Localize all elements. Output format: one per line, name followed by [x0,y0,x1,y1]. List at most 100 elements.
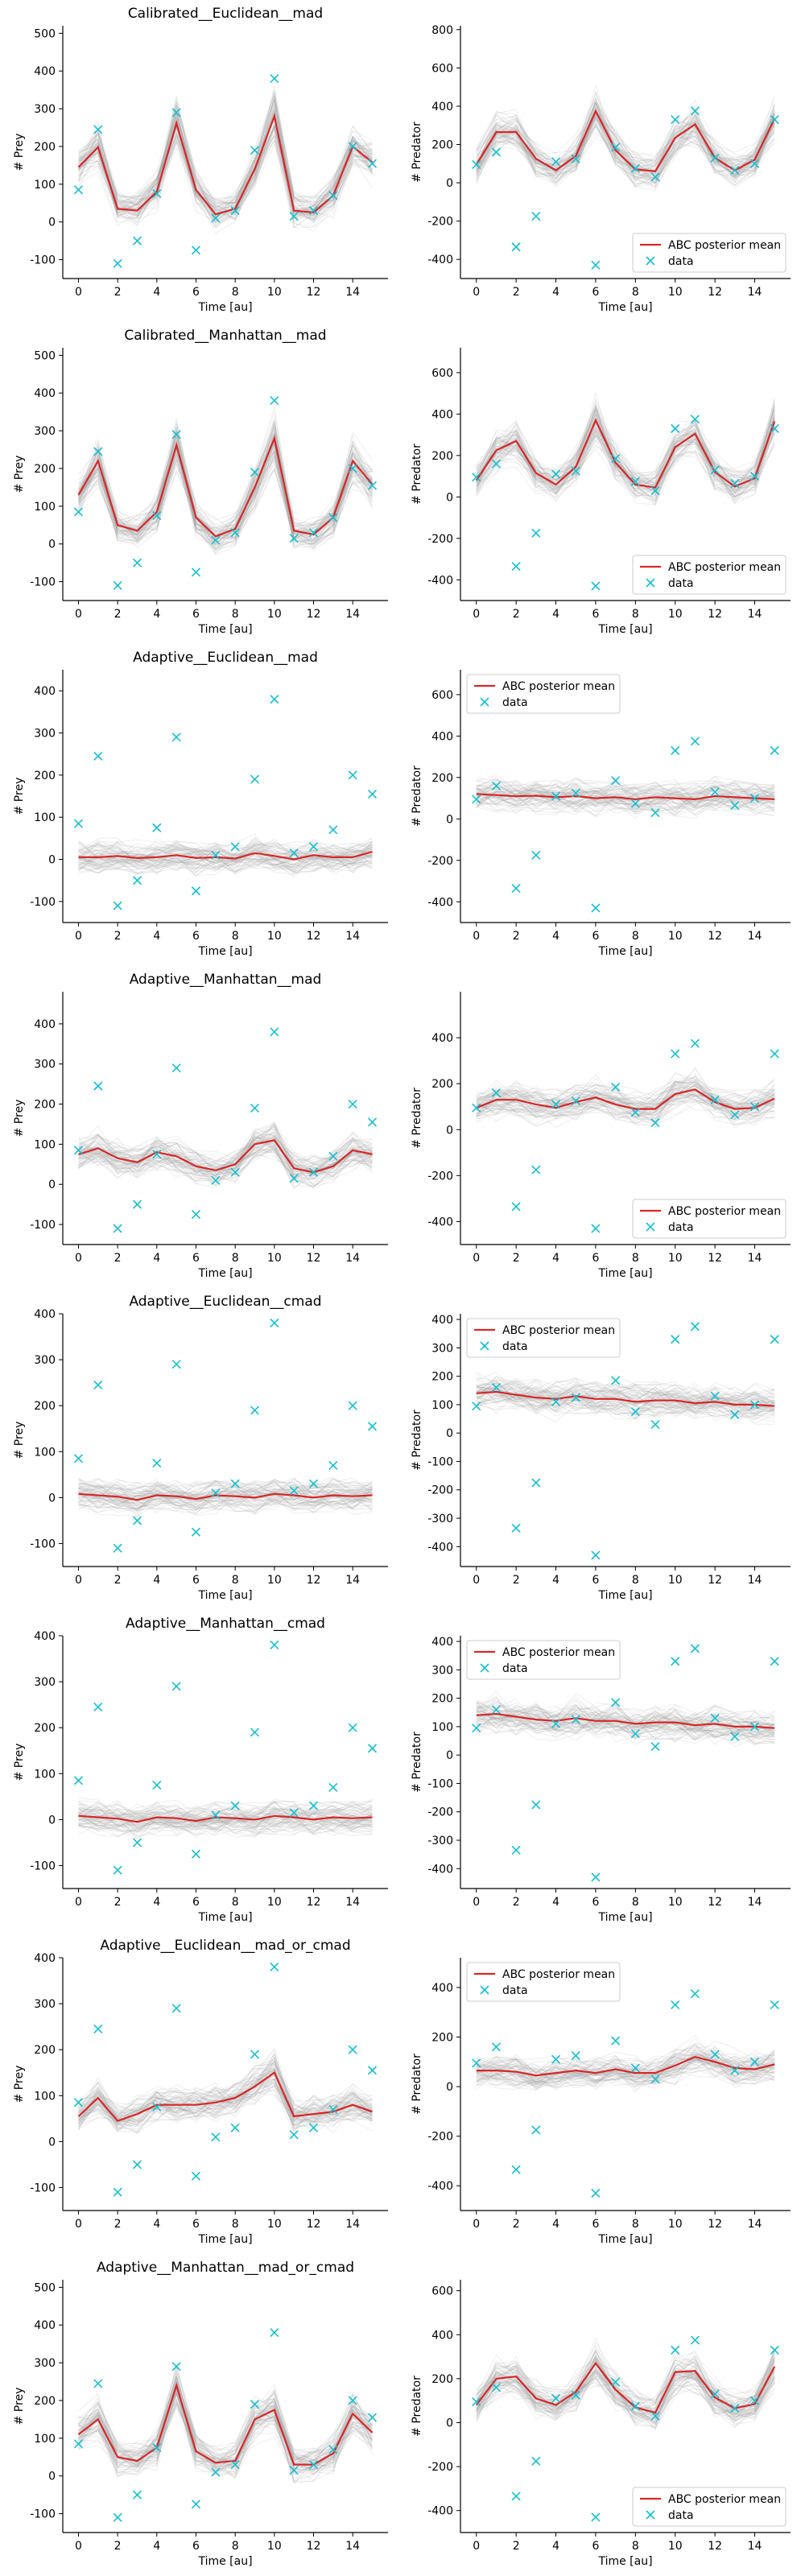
data-point [211,1810,221,1820]
sample-trajectory [78,2380,373,2469]
sample-trajectory [78,1492,373,1515]
sample-trajectory [476,1086,775,1117]
sample-trajectory [78,1125,373,1168]
x-tick-label: 6 [592,608,599,621]
x-tick-label: 0 [75,608,82,621]
sample-trajectory [476,2037,775,2074]
data-point [191,246,201,255]
sample-trajectory [476,2376,775,2429]
sample-trajectory [78,2380,373,2467]
x-tick-label: 2 [513,1896,520,1909]
data-point [191,886,201,896]
sample-trajectory [476,1381,775,1414]
posterior-mean-line [475,2361,776,2414]
x-tick-label: 8 [232,2218,239,2231]
y-tick-label: 200 [34,1099,56,1112]
sample-trajectory [78,846,373,870]
x-tick-label: 6 [192,608,200,621]
sample-trajectory [476,1095,775,1123]
sample-trajectory [476,790,775,817]
data-point [571,2051,580,2061]
sample-trajectory [476,115,775,171]
x-tick-label: 2 [513,930,520,943]
sample-trajectory [78,1143,373,1190]
posterior-samples [78,406,373,556]
sample-trajectory [476,1709,775,1736]
sample-trajectory [476,428,775,497]
data-point [511,1845,521,1855]
sample-trajectory [78,1124,373,1174]
x-tick-label: 8 [632,608,639,621]
sample-trajectory [476,791,775,816]
data-point [630,163,640,173]
sample-trajectory [476,1393,775,1419]
y-tick-label: 0 [48,854,56,867]
data-point [211,2132,221,2142]
sample-trajectory [476,106,775,177]
sample-trajectory [78,1800,373,1823]
y-tick-label: 400 [34,65,56,78]
sample-trajectory [476,2368,775,2427]
y-tick-label: 300 [34,2357,56,2370]
legend-data-label: data [668,2509,694,2522]
sample-trajectory [476,1385,775,1408]
x-tick-label: 10 [668,2540,683,2553]
sample-trajectory [476,1393,775,1422]
sample-trajectory [476,101,775,188]
data-point [511,1202,521,1212]
sample-trajectory [476,1394,775,1425]
sample-trajectory [78,126,373,224]
sample-trajectory [78,1477,373,1501]
sample-trajectory [78,2069,373,2120]
sample-trajectory [78,2380,373,2470]
data-point [348,770,357,780]
sample-trajectory [476,1090,775,1124]
y-tick-label: 400 [431,1636,453,1649]
sample-trajectory [78,1482,373,1501]
sample-trajectory [78,123,373,209]
sample-trajectory [476,105,775,175]
sample-trajectory [78,1145,373,1189]
sample-trajectory [476,1713,775,1744]
sample-trajectory [476,2056,775,2084]
sample-trajectory [78,1488,373,1507]
sample-trajectory [78,2391,373,2484]
data-point [749,1722,760,1732]
sample-trajectory [78,430,373,551]
data-point [348,2396,357,2405]
sample-trajectory [78,1817,373,1838]
data-point [671,1657,680,1666]
sample-trajectory [78,1813,373,1831]
x-tick-label: 0 [75,1252,82,1265]
data-point [250,2050,260,2059]
x-tick-label: 0 [473,1574,480,1587]
sample-trajectory [78,2075,373,2131]
x-tick-label: 4 [153,2540,160,2553]
sample-trajectory [476,398,775,485]
y-tick-label: 400 [431,1982,453,1995]
data-point [749,472,760,481]
x-axis-label: Time [au] [197,623,252,636]
sample-trajectory [476,1714,775,1736]
sample-trajectory [78,105,373,217]
sample-trajectory [476,2364,775,2414]
sample-trajectory [78,2067,373,2122]
sample-trajectory [78,837,373,861]
data-point [152,1150,162,1159]
data-point [367,2413,378,2422]
data-point [348,1401,357,1410]
sample-trajectory [476,1381,775,1412]
sample-trajectory [476,114,775,181]
data-point [749,2057,760,2066]
sample-trajectory [78,2401,373,2483]
data-point [730,801,740,811]
data-point [730,2066,740,2075]
y-tick-label: 400 [431,730,453,743]
sample-trajectory [476,122,775,186]
sample-trajectory [78,1136,373,1177]
x-tick-label: 14 [748,2218,762,2231]
sample-trajectory [78,126,373,221]
sample-trajectory [78,1133,373,1170]
data-point [710,465,720,475]
sample-trajectory [78,1491,373,1517]
